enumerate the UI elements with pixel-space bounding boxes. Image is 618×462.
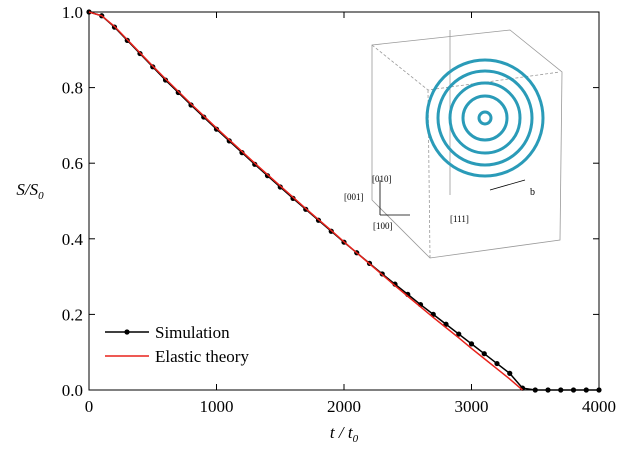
- data-point: [558, 387, 564, 393]
- data-point: [162, 77, 169, 83]
- x-axis-label-main: t / t: [330, 423, 354, 442]
- data-point: [570, 387, 577, 393]
- y-tick-label: 0.0: [62, 381, 83, 400]
- annotation: [100]: [373, 221, 393, 231]
- x-tick-label: 3000: [455, 397, 489, 416]
- series-line: [88, 11, 523, 391]
- legend-label: Simulation: [155, 323, 230, 342]
- data-point: [252, 161, 258, 167]
- y-tick-label: 0.8: [62, 79, 83, 98]
- data-point: [226, 138, 232, 144]
- data-point: [456, 331, 462, 337]
- data-point: [596, 387, 602, 393]
- data-point: [532, 387, 538, 393]
- x-axis-label: t / t0: [330, 423, 359, 445]
- data-point: [213, 126, 220, 132]
- y-axis-label: S/S0: [16, 180, 44, 202]
- data-point: [494, 360, 500, 367]
- data-point: [443, 321, 449, 327]
- y-tick-label: 0.4: [62, 230, 84, 249]
- annotation: [111]: [450, 214, 469, 224]
- data-point: [481, 351, 487, 357]
- annotation: b: [530, 187, 535, 198]
- y-tick-label: 0.6: [62, 154, 83, 173]
- data-point: [507, 370, 513, 376]
- x-tick-label: 4000: [582, 397, 616, 416]
- y-tick-label: 0.2: [62, 305, 83, 324]
- annotation: [010]: [372, 174, 392, 184]
- y-axis-label-sub: 0: [38, 190, 44, 202]
- x-tick-label: 1000: [200, 397, 234, 416]
- data-point: [201, 114, 207, 120]
- x-tick-label: 2000: [327, 397, 361, 416]
- data-point: [188, 102, 194, 108]
- x-axis-label-sub: 0: [353, 433, 359, 445]
- inset: [371, 29, 563, 259]
- legend-marker: [124, 329, 130, 335]
- data-point: [175, 89, 181, 96]
- data-point: [545, 387, 551, 393]
- legend-label: Elastic theory: [155, 347, 249, 366]
- data-point: [583, 387, 589, 393]
- x-tick-label: 0: [85, 397, 94, 416]
- y-tick-label: 1.0: [62, 3, 83, 22]
- data-point: [468, 341, 475, 347]
- data-point: [239, 150, 245, 156]
- annotation: [001]: [344, 192, 364, 202]
- y-axis-label-main: S/S: [16, 180, 38, 199]
